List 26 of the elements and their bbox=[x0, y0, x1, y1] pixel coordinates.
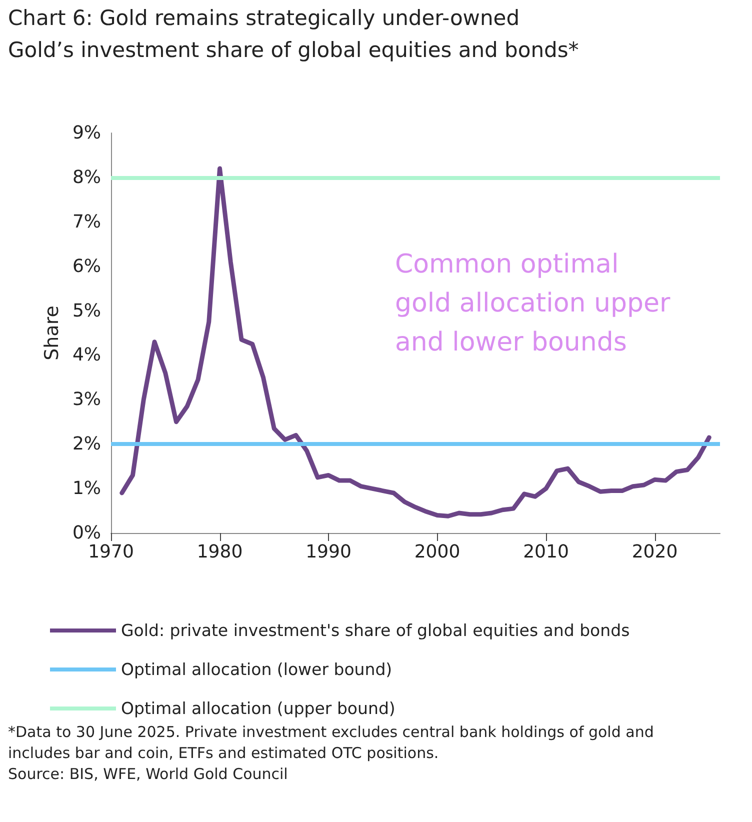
y-tick-label: 5% bbox=[72, 300, 101, 322]
y-tick-label: 4% bbox=[72, 344, 101, 366]
y-tick-label: 8% bbox=[72, 166, 101, 188]
y-tick-label: 1% bbox=[72, 478, 101, 500]
y-tick-label: 9% bbox=[72, 122, 101, 144]
x-tick-label: 1980 bbox=[196, 542, 243, 562]
y-tick-label: 6% bbox=[72, 256, 101, 277]
chart-subtitle: Gold’s investment share of global equities and bonds* bbox=[8, 38, 579, 62]
x-tick-label: 1970 bbox=[88, 542, 134, 562]
chart-title: Chart 6: Gold remains strategically under-owned bbox=[8, 6, 520, 30]
source-note: Source: BIS, WFE, World Gold Council bbox=[8, 765, 288, 783]
y-tick-label: 2% bbox=[72, 434, 101, 455]
y-axis-title: Share bbox=[41, 306, 64, 360]
text: *Data to 30 June 2025. Private investment excludes central bank holdings of gold and includes bar and coin, ETFs and estimated OTC positions. bbox=[8, 723, 654, 762]
y-tick-label: 7% bbox=[72, 211, 101, 232]
x-tick-label: 2010 bbox=[523, 542, 569, 562]
legend-label: Gold: private investment's share of global equities and bonds bbox=[121, 621, 630, 640]
annotation: Common optimal gold allocation upper and lower bounds bbox=[395, 250, 670, 358]
line-series bbox=[120, 166, 712, 518]
x-tick-label: 1990 bbox=[306, 542, 352, 562]
legend-label: Optimal allocation (upper bound) bbox=[121, 699, 396, 718]
legend-label: Optimal allocation (lower bound) bbox=[121, 660, 392, 679]
y-tick-label: 0% bbox=[72, 522, 101, 544]
y-tick-label: 3% bbox=[72, 389, 101, 410]
x-tick-label: 2000 bbox=[414, 542, 460, 562]
x-tick-label: 2020 bbox=[632, 542, 678, 562]
